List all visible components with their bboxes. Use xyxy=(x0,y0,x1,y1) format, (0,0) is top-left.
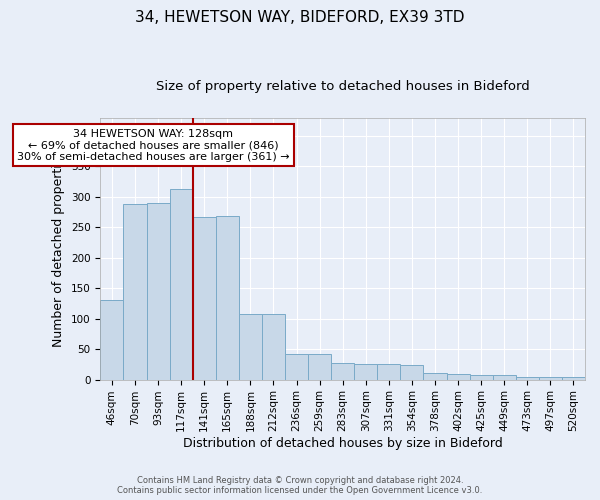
Bar xyxy=(446,374,470,380)
Bar xyxy=(239,314,262,380)
Bar xyxy=(193,217,216,380)
Bar xyxy=(354,364,377,380)
Bar xyxy=(285,354,308,380)
Bar xyxy=(539,377,562,380)
Bar xyxy=(308,354,331,380)
Bar xyxy=(216,216,239,380)
Bar xyxy=(562,376,585,380)
Title: Size of property relative to detached houses in Bideford: Size of property relative to detached ho… xyxy=(156,80,530,93)
Bar xyxy=(100,300,124,380)
Bar xyxy=(400,365,424,380)
Bar xyxy=(377,364,400,380)
Bar xyxy=(262,314,285,380)
Bar xyxy=(493,376,516,380)
X-axis label: Distribution of detached houses by size in Bideford: Distribution of detached houses by size … xyxy=(183,437,503,450)
Bar xyxy=(470,374,493,380)
Y-axis label: Number of detached properties: Number of detached properties xyxy=(52,150,65,347)
Bar xyxy=(424,373,446,380)
Text: Contains HM Land Registry data © Crown copyright and database right 2024.
Contai: Contains HM Land Registry data © Crown c… xyxy=(118,476,482,495)
Bar xyxy=(170,189,193,380)
Bar xyxy=(146,203,170,380)
Bar xyxy=(331,363,354,380)
Text: 34 HEWETSON WAY: 128sqm
← 69% of detached houses are smaller (846)
30% of semi-d: 34 HEWETSON WAY: 128sqm ← 69% of detache… xyxy=(17,128,290,162)
Bar xyxy=(124,204,146,380)
Bar xyxy=(516,377,539,380)
Text: 34, HEWETSON WAY, BIDEFORD, EX39 3TD: 34, HEWETSON WAY, BIDEFORD, EX39 3TD xyxy=(135,10,465,25)
